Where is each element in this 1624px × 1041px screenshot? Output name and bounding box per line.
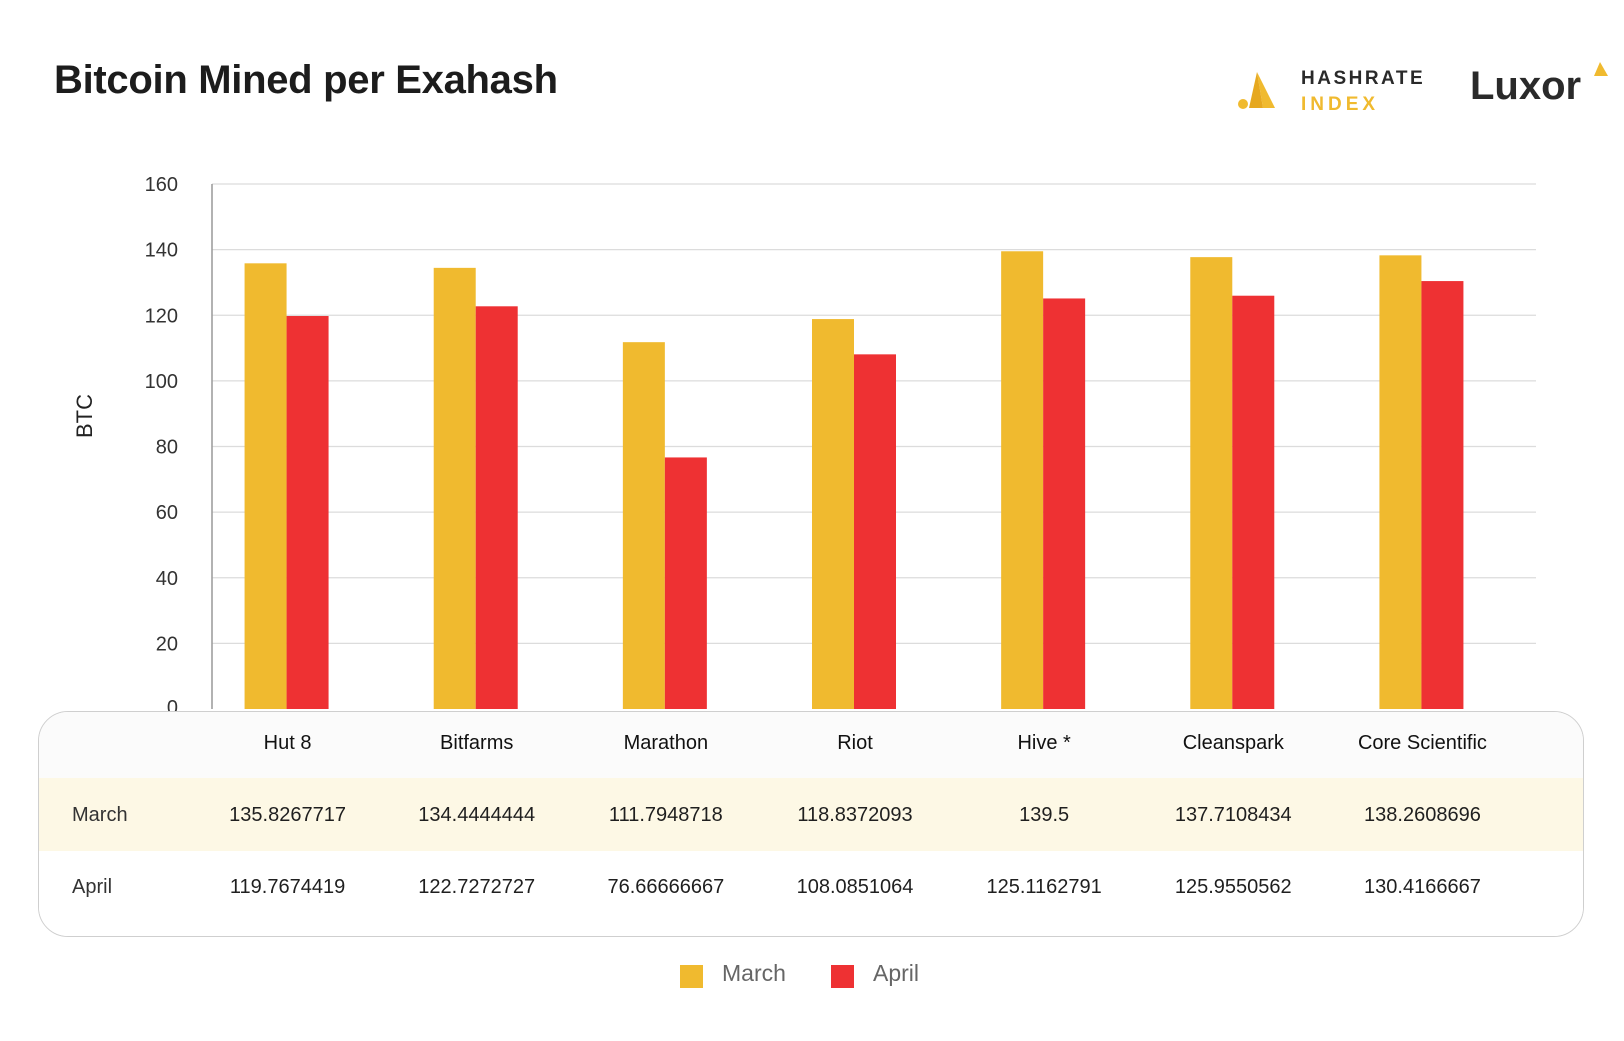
category-label: Hive *	[1017, 732, 1071, 754]
bar-april-hive	[1043, 298, 1086, 709]
table-cell-march: 138.2608696	[1364, 804, 1481, 826]
bar-march-core-scientific	[1379, 255, 1422, 709]
data-table: Hut 8 Bitfarms Marathon Riot Hive * Cleanspar…	[38, 711, 1584, 937]
brand-index-text: INDEX	[1301, 94, 1380, 115]
table-cell-april: 119.7674419	[229, 876, 346, 898]
legend-swatch-april	[831, 965, 854, 988]
table-cell-april: 130.4166667	[1364, 876, 1481, 898]
table-cell-march: 118.8372093	[797, 804, 913, 826]
bar-march-hut-8	[244, 263, 287, 709]
bar-april-hut-8	[286, 316, 329, 709]
y-tick-label: 160	[145, 174, 178, 196]
table-cell-april: 76.66666667	[607, 876, 725, 898]
bar-march-marathon	[622, 342, 665, 709]
y-tick-label: 100	[145, 371, 178, 393]
y-tick-label: 120	[145, 305, 178, 327]
bar-april-riot	[854, 354, 896, 709]
row-label-april: April	[72, 876, 113, 898]
table-cell-march: 137.7108434	[1174, 804, 1292, 826]
table-cell-april: 125.9550562	[1174, 876, 1292, 898]
table-row-april: April 119.7674419 122.7272727 76.66666667 1…	[39, 851, 1583, 936]
hashrate-index-icon	[1238, 72, 1275, 109]
table-cell-march: 134.4444444	[418, 804, 536, 826]
luxor-logo: Luxor	[1470, 60, 1620, 120]
y-axis-label: BTC	[72, 394, 97, 438]
brand-hashrate-text: HASHRATE	[1301, 68, 1426, 89]
bar-chart: 0 20 40 60 80 100 120 140 160	[145, 174, 1536, 719]
y-tick-label: 20	[156, 633, 178, 655]
row-label-march: March	[72, 804, 128, 826]
table-header-row: Hut 8 Bitfarms Marathon Riot Hive * Cleanspar…	[39, 712, 1583, 779]
y-tick-label: 60	[156, 502, 178, 524]
bar-march-cleanspark	[1190, 257, 1233, 709]
bar-april-bitfarms	[475, 306, 518, 709]
bar-april-marathon	[664, 457, 707, 709]
table-cell-april: 108.0851064	[796, 876, 914, 898]
category-label: Core Scientific	[1357, 732, 1487, 754]
category-label: Riot	[837, 732, 873, 754]
table-cell-april: 125.1162791	[986, 876, 1102, 898]
category-label: Bitfarms	[440, 732, 514, 754]
bar-march-hive	[1001, 251, 1044, 709]
chart-title: Bitcoin Mined per Exahash	[54, 58, 558, 102]
bar-march-bitfarms	[433, 267, 476, 709]
table-cell-march: 111.7948718	[608, 804, 723, 826]
legend-label-march: March	[722, 960, 786, 986]
table-cell-april: 122.7272727	[418, 876, 536, 898]
legend-label-april: April	[873, 960, 920, 986]
table-cell-march: 135.8267717	[229, 804, 346, 826]
y-tick-label: 140	[145, 240, 178, 262]
brand-luxor-text: Luxor	[1470, 64, 1582, 108]
bar-april-cleanspark	[1232, 295, 1275, 709]
y-tick-label: 40	[156, 568, 178, 590]
luxor-mark-icon	[1594, 62, 1608, 76]
category-label: Cleanspark	[1182, 732, 1284, 754]
y-tick-label: 0	[167, 697, 178, 719]
table-row-march: March 135.8267717 134.4444444 111.7948718 1…	[39, 778, 1583, 851]
legend-swatch-march	[680, 965, 703, 988]
y-tick-label: 80	[156, 437, 178, 459]
category-label: Marathon	[623, 732, 709, 754]
table-cell-march: 139.5	[1019, 804, 1070, 826]
hashrate-index-logo: HASHRATE INDEX	[1235, 62, 1435, 122]
bar-march-riot	[812, 319, 854, 709]
category-label: Hut 8	[263, 732, 312, 754]
bar-april-core-scientific	[1421, 281, 1464, 709]
